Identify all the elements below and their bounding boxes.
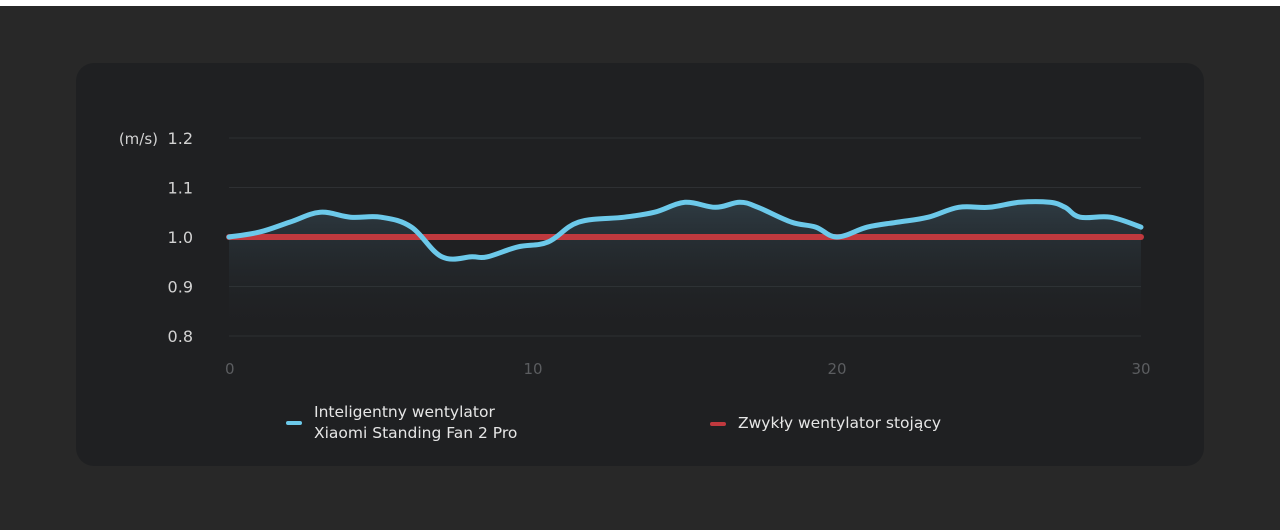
series-area-smart-fan — [229, 201, 1141, 336]
x-tick-label: 0 — [225, 360, 235, 378]
legend-swatch-smart-fan — [286, 421, 302, 425]
x-tick-label: 10 — [523, 360, 542, 378]
legend-label-smart-fan-line1: Inteligentny wentylator — [314, 403, 495, 421]
series-line-smart-fan — [226, 199, 1144, 262]
y-tick-label: 1.0 — [168, 228, 193, 247]
legend-item-regular-fan: Zwykły wentylator stojący — [710, 413, 941, 434]
y-tick-label: 0.9 — [168, 278, 193, 297]
y-tick-label: 1.2 — [168, 129, 193, 148]
y-tick-label: 1.1 — [168, 179, 193, 198]
top-bar — [0, 0, 1280, 6]
x-tick-label: 20 — [827, 360, 846, 378]
legend-item-smart-fan: Inteligentny wentylator Xiaomi Standing … — [286, 402, 517, 444]
y-axis-unit: (m/s) — [119, 130, 158, 148]
x-tick-label: 30 — [1131, 360, 1150, 378]
legend-label-smart-fan-line2: Xiaomi Standing Fan 2 Pro — [314, 424, 518, 442]
y-tick-label: 0.8 — [168, 327, 193, 346]
legend-label-regular-fan: Zwykły wentylator stojący — [738, 414, 942, 432]
legend-swatch-regular-fan — [710, 421, 726, 426]
